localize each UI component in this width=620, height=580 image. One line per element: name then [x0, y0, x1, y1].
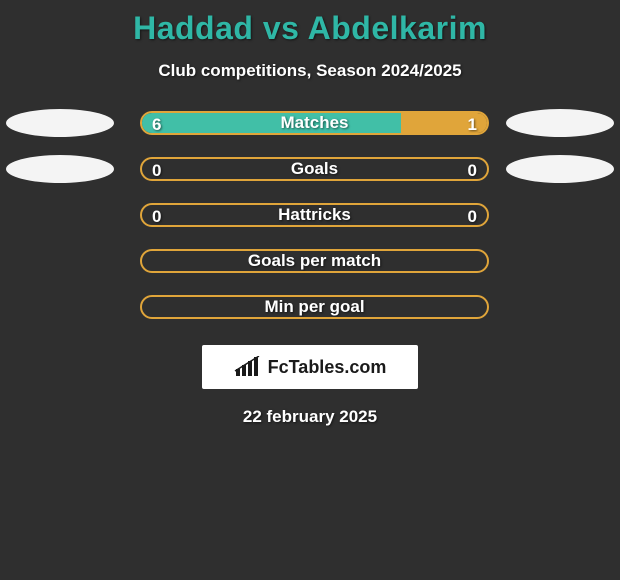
brand-badge: FcTables.com	[202, 345, 418, 389]
comparison-canvas: Haddad vs Abdelkarim Club competitions, …	[0, 0, 620, 580]
stat-label: Min per goal	[142, 297, 487, 317]
stat-rows: 61Matches00Goals00HattricksGoals per mat…	[0, 111, 620, 319]
stat-label: Hattricks	[142, 205, 487, 225]
stat-label: Goals	[142, 159, 487, 179]
stat-row: 61Matches	[0, 111, 620, 135]
subtitle: Club competitions, Season 2024/2025	[0, 61, 620, 81]
stat-bar: Min per goal	[140, 295, 489, 319]
date-caption: 22 february 2025	[0, 407, 620, 427]
player2-value: 0	[468, 159, 477, 181]
stat-row: Goals per match	[0, 249, 620, 273]
stat-bar: Goals per match	[140, 249, 489, 273]
player1-marker	[6, 109, 114, 137]
brand-text: FcTables.com	[268, 357, 387, 378]
stat-bar: 61Matches	[140, 111, 489, 135]
stat-bar: 0 0Hattricks	[140, 203, 489, 227]
stat-row: 0 0Hattricks	[0, 203, 620, 227]
player2-marker	[506, 109, 614, 137]
player2-value: 0	[468, 205, 477, 227]
stat-row: 0 0Goals	[0, 157, 620, 181]
player1-value: 0	[152, 205, 161, 227]
stat-bar: 0 0Goals	[140, 157, 489, 181]
player1-value: 0	[152, 159, 161, 181]
player1-marker	[6, 155, 114, 183]
player2-marker	[506, 155, 614, 183]
player1-fill	[142, 113, 401, 133]
stat-row: Min per goal	[0, 295, 620, 319]
page-title: Haddad vs Abdelkarim	[0, 10, 620, 47]
bar-chart-icon	[234, 356, 260, 378]
player2-fill	[401, 113, 487, 133]
stat-label: Goals per match	[142, 251, 487, 271]
